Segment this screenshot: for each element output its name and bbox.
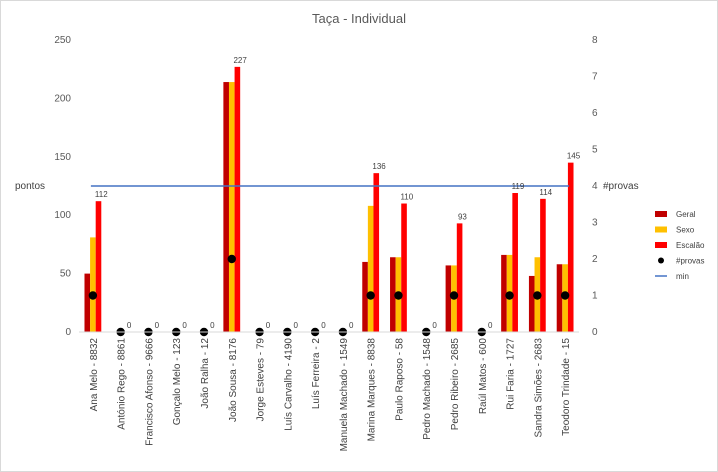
bar-geral xyxy=(445,265,452,332)
provas-marker xyxy=(449,291,459,300)
y2-tick-label: 3 xyxy=(592,218,598,229)
y2-axis-ticks: 0 1 2 3 4 5 6 7 8 xyxy=(592,35,598,338)
bar-sexo xyxy=(90,237,96,332)
bar-geral xyxy=(84,273,91,332)
bar-escalão xyxy=(234,66,241,332)
y-tick-label: 200 xyxy=(54,93,71,104)
legend-label: #provas xyxy=(676,257,704,266)
data-label: 110 xyxy=(400,193,413,202)
bar-escalão xyxy=(373,173,380,332)
y-tick-label: 50 xyxy=(60,269,72,280)
category-label: Pedro Ribeiro - 2685 xyxy=(450,338,461,431)
y2-tick-label: 8 xyxy=(592,35,598,46)
category-label: Manuela Machado - 1549 xyxy=(339,338,350,452)
y2-tick-label: 4 xyxy=(592,181,598,192)
category-label: Raúl Matos - 600 xyxy=(478,338,489,415)
bars xyxy=(84,66,574,332)
category-label: Pedro Machado - 1548 xyxy=(422,338,433,440)
category-label: António Rego - 8861 xyxy=(117,338,128,430)
bar-geral xyxy=(390,257,396,332)
bar-escalão xyxy=(540,198,546,332)
provas-marker xyxy=(366,291,375,300)
provas-marker xyxy=(88,291,98,300)
legend-label: Escalão xyxy=(676,241,705,250)
y2-tick-label: 2 xyxy=(592,254,598,265)
data-label: 93 xyxy=(458,212,467,221)
legend: Geral Sexo Escalão #provas min xyxy=(655,210,705,281)
provas-marker xyxy=(560,291,570,300)
legend-label: Geral xyxy=(676,210,696,219)
data-labels: 112 0 0 0 0 227 0 0 0 0 136 110 0 93 0 119 114 145 xyxy=(95,56,581,330)
bar-sexo xyxy=(228,82,235,332)
bar-escalão xyxy=(401,203,407,332)
provas-marker xyxy=(505,291,514,300)
legend-label: Sexo xyxy=(676,226,695,235)
bar-geral xyxy=(362,261,368,332)
category-label: João Ralha - 12 xyxy=(200,338,211,409)
category-label: Gonçalo Melo - 123 xyxy=(172,338,183,426)
data-label: 227 xyxy=(233,56,247,65)
data-label: 136 xyxy=(372,162,386,171)
bar-geral xyxy=(501,254,507,332)
bar-escalão xyxy=(95,201,102,332)
category-label: Luís Carvalho - 4190 xyxy=(283,338,294,431)
data-label: 114 xyxy=(539,188,552,197)
category-label: Marina Marques - 8838 xyxy=(367,338,378,442)
data-label: 0 xyxy=(349,321,354,330)
category-label: Francisco Afonso - 9666 xyxy=(144,338,155,446)
data-label: 0 xyxy=(210,321,215,330)
y2-tick-label: 5 xyxy=(592,145,598,156)
data-label: 0 xyxy=(266,321,271,330)
y-tick-label: 0 xyxy=(65,327,71,338)
provas-marker xyxy=(394,291,403,300)
y2-tick-label: 0 xyxy=(592,327,598,338)
y-tick-label: 100 xyxy=(54,210,71,221)
bar-escalão xyxy=(456,223,463,332)
category-label: Luís Ferreira - 2 xyxy=(311,338,322,410)
bar-escalão xyxy=(567,162,574,332)
data-label: 0 xyxy=(127,321,132,330)
data-label: 0 xyxy=(182,321,187,330)
y-axis-ticks: 0 50 100 150 200 250 xyxy=(54,35,71,338)
data-label: 0 xyxy=(488,321,493,330)
bar-geral xyxy=(223,82,229,332)
y-axis-label: pontos xyxy=(15,181,45,192)
data-label: 145 xyxy=(567,152,581,161)
category-label: Sandra Simões - 2683 xyxy=(533,338,544,438)
y2-tick-label: 6 xyxy=(592,108,598,119)
legend-swatch-sexo xyxy=(655,226,667,233)
bar-geral xyxy=(528,275,535,332)
bar-sexo xyxy=(367,205,374,332)
legend-label: min xyxy=(676,272,689,281)
provas-marker xyxy=(227,254,236,264)
category-label: Ana Melo - 8832 xyxy=(89,338,100,412)
provas-marker xyxy=(533,291,542,300)
category-label: João Sousa - 8176 xyxy=(228,338,239,422)
data-label: 119 xyxy=(512,182,525,191)
provas-markers xyxy=(88,254,570,337)
category-label: Rui Faria - 1727 xyxy=(506,338,517,410)
bar-geral xyxy=(556,264,563,332)
legend-swatch-provas xyxy=(658,257,664,264)
category-labels: Ana Melo - 8832 António Rego - 8861 Franci… xyxy=(89,338,572,452)
y-tick-label: 250 xyxy=(54,35,71,46)
data-label: 0 xyxy=(321,321,326,330)
y-tick-label: 150 xyxy=(54,152,71,163)
data-label: 112 xyxy=(95,190,108,199)
data-label: 0 xyxy=(432,321,437,330)
category-label: Jorge Esteves - 79 xyxy=(256,338,267,422)
legend-swatch-geral xyxy=(655,211,667,217)
category-label: Teodoro Trindade - 15 xyxy=(561,338,572,436)
data-label: 0 xyxy=(155,321,160,330)
y2-tick-label: 7 xyxy=(592,72,598,83)
category-label: Paulo Raposo - 58 xyxy=(394,338,405,421)
bar-escalão xyxy=(512,193,518,332)
chart-title: Taça - Individual xyxy=(312,11,406,26)
legend-swatch-escalão xyxy=(655,242,667,248)
data-label: 0 xyxy=(294,321,299,330)
y2-axis-label: #provas xyxy=(603,181,639,192)
y2-tick-label: 1 xyxy=(592,291,598,302)
